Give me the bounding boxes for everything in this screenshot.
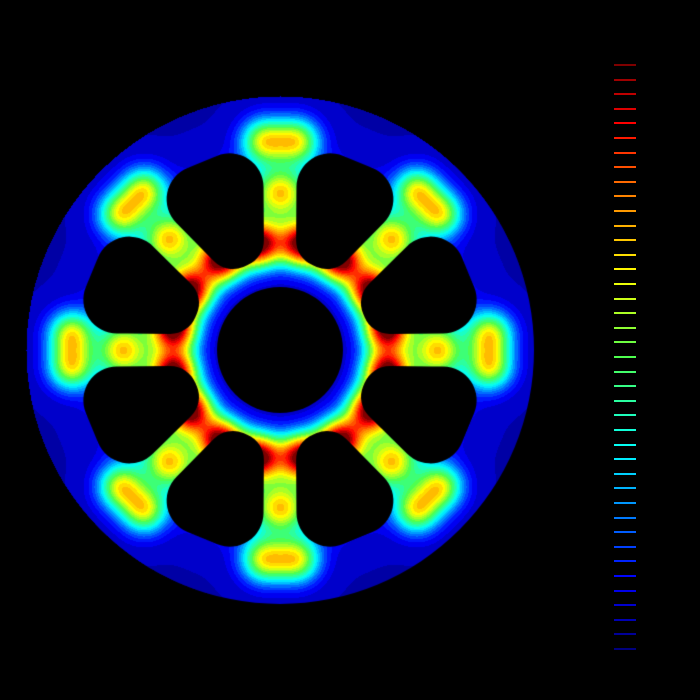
legend-tick	[614, 502, 636, 504]
legend-tick	[614, 560, 636, 562]
legend-tick	[614, 517, 636, 519]
legend-tick	[614, 487, 636, 489]
legend-tick	[614, 137, 636, 139]
legend-tick	[614, 546, 636, 548]
legend-tick	[614, 93, 636, 95]
legend-tick	[614, 152, 636, 154]
legend-tick	[614, 312, 636, 314]
legend-tick	[614, 268, 636, 270]
legend-tick	[614, 254, 636, 256]
legend-tick	[614, 108, 636, 110]
legend-tick	[614, 195, 636, 197]
legend-tick	[614, 633, 636, 635]
legend-tick	[614, 400, 636, 402]
legend-tick	[614, 122, 636, 124]
legend-tick	[614, 371, 636, 373]
legend-tick	[614, 79, 636, 81]
legend-tick	[614, 531, 636, 533]
legend-tick	[614, 575, 636, 577]
legend-tick	[614, 473, 636, 475]
legend-tick	[614, 64, 636, 66]
legend-tick	[614, 166, 636, 168]
legend-tick	[614, 356, 636, 358]
legend-tick	[614, 590, 636, 592]
legend-tick	[614, 619, 636, 621]
color-legend	[614, 0, 636, 700]
legend-tick	[614, 283, 636, 285]
legend-tick	[614, 385, 636, 387]
stress-field-plot	[0, 0, 700, 700]
legend-tick	[614, 239, 636, 241]
legend-tick	[614, 648, 636, 650]
legend-tick	[614, 298, 636, 300]
legend-tick	[614, 429, 636, 431]
legend-tick	[614, 341, 636, 343]
legend-tick	[614, 327, 636, 329]
legend-tick	[614, 210, 636, 212]
legend-tick	[614, 181, 636, 183]
legend-tick	[614, 225, 636, 227]
legend-tick	[614, 458, 636, 460]
legend-tick	[614, 414, 636, 416]
legend-tick	[614, 444, 636, 446]
legend-tick	[614, 604, 636, 606]
